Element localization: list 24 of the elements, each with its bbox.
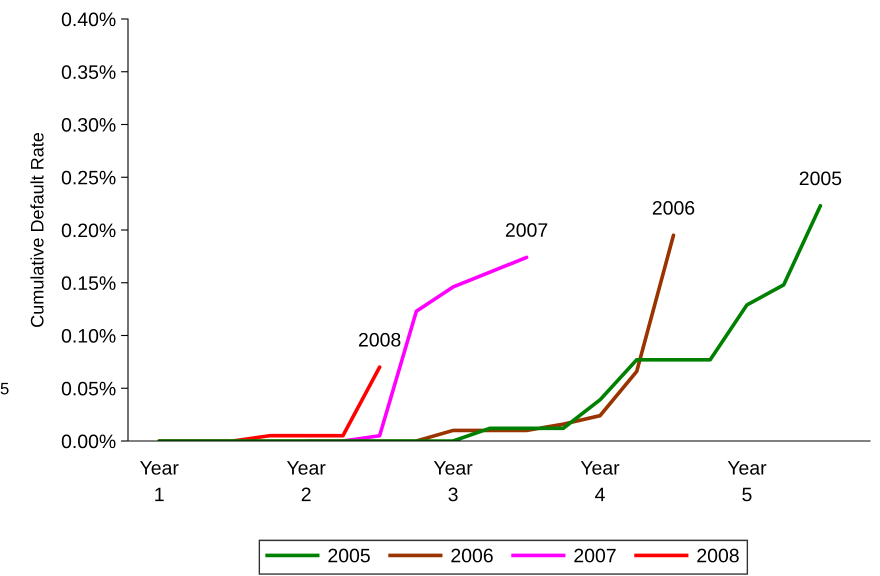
y-axis-title: Cumulative Default Rate [30, 132, 44, 327]
text: 2007 [506, 223, 548, 237]
y-tick-label: 0.10% [62, 328, 116, 343]
text: 2005 [800, 171, 842, 186]
legend-label: 2005 [328, 548, 370, 562]
text: 2006 [652, 200, 694, 215]
x-tick-label: Year 1 [140, 461, 179, 502]
y-tick-label: 0.20% [62, 223, 116, 238]
x-tick-label: Year 3 [434, 461, 472, 502]
y-tick-label: 0.25% [62, 170, 116, 184]
legend-label: 2008 [697, 548, 739, 562]
y-tick-label: 0.00% [62, 434, 116, 448]
y-tick-label: 0.05% [62, 382, 116, 396]
y-tick-label: 0.35% [62, 65, 116, 79]
y-tick-label: 0.40% [62, 12, 116, 26]
x-tick-label: Year 2 [286, 461, 326, 502]
x-tick-label: Year 5 [728, 461, 766, 502]
text: 2008 [358, 332, 400, 347]
y-tick-label: 0.30% [62, 118, 116, 132]
legend-label: 2006 [451, 548, 493, 562]
x-tick-label: Year 4 [580, 461, 620, 502]
legend-label: 2007 [574, 548, 616, 562]
y-tick-label: 0.15% [62, 276, 116, 290]
text: 5 [0, 382, 9, 394]
